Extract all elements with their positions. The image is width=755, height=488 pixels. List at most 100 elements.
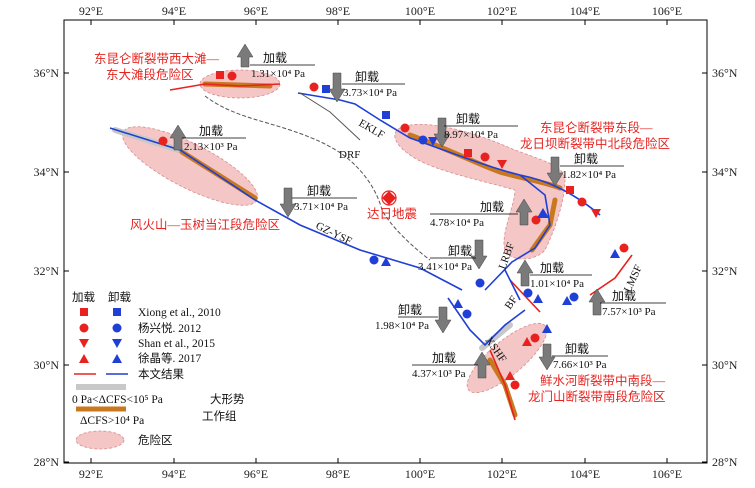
epicenter-beachball-icon (381, 190, 397, 206)
lat-label-right: 32°N (712, 264, 738, 278)
legend-trend-label: 大形势 (210, 392, 245, 406)
stress-value-label: 3.73×10⁴ Pa (343, 87, 397, 99)
lon-label-bottom: 104°E (570, 467, 600, 481)
stress-kind-label: 加载 (480, 200, 504, 214)
legend-col-unload: 卸载 (108, 290, 131, 304)
marker-xiong-unload (322, 85, 330, 93)
stress-value-label: 7.57×10³ Pa (602, 306, 656, 318)
lon-label-top: 98°E (326, 4, 350, 18)
lon-label-top: 100°E (405, 4, 435, 18)
legend-tri-down-load (79, 339, 89, 348)
marker-xiong-unload (382, 111, 390, 119)
marker-yang-unload (462, 309, 472, 319)
marker-yang-unload (475, 278, 485, 288)
arrow-down-icon (433, 117, 451, 148)
stress-kind-label: 卸载 (565, 341, 589, 356)
fault-BF (504, 269, 521, 301)
stress-value-label: 1.31×10⁴ Pa (251, 68, 305, 80)
legend-wg-label: 工作组 (202, 409, 237, 423)
lon-label-top: 94°E (162, 4, 186, 18)
stress-arrows (169, 43, 606, 379)
marker-yang-unload (418, 135, 428, 145)
marker-yang-unload (523, 288, 533, 298)
fault-LRBF (484, 174, 551, 291)
stress-kind-label: 卸载 (448, 243, 472, 258)
marker-xu-load (522, 337, 532, 346)
marker-shan-unload (428, 137, 438, 146)
lat-label-right: 34°N (712, 165, 738, 179)
zone-label-kunlun-east: 龙日坝断裂带中北段危险区 (520, 136, 670, 151)
stress-kind-label: 加载 (199, 124, 223, 138)
stress-value-label: 4.37×10³ Pa (412, 368, 466, 380)
legend-tri-up-load (79, 354, 89, 363)
lat-label-right: 28°N (712, 455, 738, 469)
stress-kind-label: 卸载 (307, 183, 331, 198)
lat-label-right: 36°N (712, 66, 738, 80)
zone-label-kunlun-west: 东大滩段危险区 (106, 67, 194, 82)
legend-tri-down-unload (112, 339, 122, 348)
legend-square-load (80, 308, 88, 316)
arrow-up-icon (515, 198, 533, 226)
arrow-up-icon (169, 124, 187, 151)
stress-kind-label: 加载 (540, 261, 564, 275)
wg-segment (407, 132, 563, 191)
lon-label-bottom: 96°E (244, 467, 268, 481)
lon-label-top: 106°E (652, 4, 682, 18)
marker-xiong-load (464, 149, 472, 157)
legend-zone-swatch (75, 430, 125, 450)
lon-ticks (90, 20, 668, 463)
fault-XSHF (447, 297, 526, 347)
marker-yang-load (619, 243, 629, 253)
legend: 加载 卸载 Xiong et al., 2010 杨兴悦. 2012 Shan … (72, 290, 245, 450)
marker-yang-load (400, 123, 410, 133)
marker-xu-load (505, 371, 515, 380)
marker-xu-unload (542, 324, 552, 333)
lon-label-bottom: 92°E (79, 467, 103, 481)
marker-xu-unload (533, 294, 543, 303)
fault-label-DRF: DRF (339, 149, 360, 161)
marker-yang-load (227, 71, 237, 81)
stress-kind-label: 卸载 (398, 302, 422, 317)
arrow-down-icon (546, 156, 564, 187)
lat-label-left: 30°N (34, 358, 60, 372)
lon-label-top: 102°E (487, 4, 517, 18)
marker-yang-load (309, 82, 319, 92)
lon-label-top: 104°E (570, 4, 600, 18)
marker-xu-unload (610, 249, 620, 258)
marker-shan-load (497, 160, 507, 169)
marker-xiong-load (566, 186, 574, 194)
danger-zone-fenghuoshan (122, 126, 258, 206)
lon-label-bottom: 98°E (326, 467, 350, 481)
lon-label-bottom: 106°E (652, 467, 682, 481)
stress-labels (182, 64, 666, 366)
lat-label-left: 28°N (34, 455, 60, 469)
stress-kind-label: 加载 (432, 351, 456, 365)
zone-label-xianshuihe: 鲜水河断裂带中南段— (540, 373, 666, 388)
epicenter-label: 达日地震 (367, 207, 418, 221)
legend-source-label: Xiong et al., 2010 (138, 307, 221, 319)
lat-label-left: 36°N (34, 66, 60, 80)
stress-kind-label: 加载 (263, 51, 287, 65)
legend-tri-up-unload (112, 354, 122, 363)
arrow-up-icon (588, 288, 606, 316)
arrow-down-icon (538, 343, 556, 371)
marker-yang-load (530, 333, 540, 343)
legend-this-study: 本文结果 (138, 367, 184, 381)
arrow-up-icon (516, 259, 534, 287)
legend-wg-range: ΔCFS>10⁴ Pa (80, 415, 144, 427)
marker-yang-load (158, 136, 168, 146)
stress-value-label: 7.66×10³ Pa (553, 359, 607, 371)
marker-yang-unload (369, 255, 379, 265)
marker-shan-load (591, 209, 601, 218)
marker-yang-load (480, 152, 490, 162)
marker-xu-unload (562, 296, 572, 305)
zone-label-kunlun-east: 东昆仑断裂带东段— (540, 120, 653, 135)
marker-yang-load (577, 197, 587, 207)
fault-line-load (489, 349, 516, 421)
marker-xu-unload (537, 208, 549, 218)
zone-label-fenghuoshan: 风火山—玉树当江段危险区 (130, 217, 280, 232)
stress-value-label: 2.13×10³ Pa (184, 141, 238, 153)
fault-line-load (589, 254, 633, 296)
stress-value-label: 3.71×10⁴ Pa (294, 201, 348, 213)
zone-label-kunlun-west: 东昆仑断裂带西大滩— (94, 51, 220, 66)
